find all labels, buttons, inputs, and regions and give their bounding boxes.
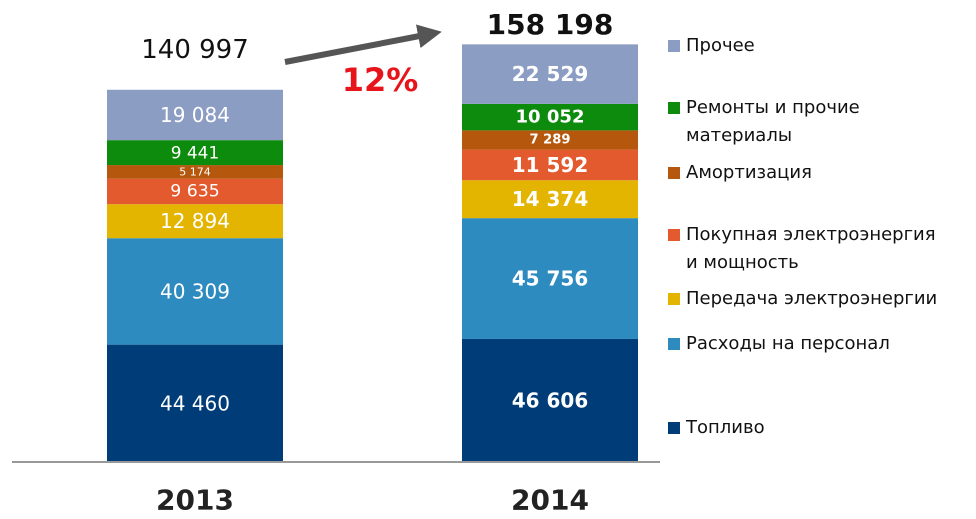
data-label: 46 606 [512, 388, 589, 412]
data-label: 9 441 [171, 143, 220, 163]
legend-item: Прочее [668, 32, 958, 60]
legend-item: Амортизация [668, 159, 958, 187]
legend-swatch [668, 102, 680, 114]
legend-label: Топливо [686, 417, 765, 438]
bar-segment [462, 44, 638, 104]
legend-label: Прочее [686, 35, 755, 56]
legend-item: Покупная электроэнергия и мощность [668, 221, 958, 277]
bar-segment [107, 165, 283, 179]
x-tick-label: 2014 [511, 484, 589, 517]
data-label: 7 289 [530, 132, 571, 147]
bar-segment [462, 338, 638, 462]
data-label: 22 529 [512, 62, 589, 86]
legend-label: Амортизация [686, 162, 812, 183]
legend-item: Топливо [668, 414, 958, 442]
legend-item: Ремонты и прочие материалы [668, 94, 958, 150]
bar-segment [107, 178, 283, 205]
legend-swatch [668, 293, 680, 305]
bar-segment [107, 238, 283, 345]
legend-swatch [668, 422, 680, 434]
data-label: 9 635 [170, 181, 219, 201]
legend-swatch [668, 40, 680, 52]
x-tick-label: 2013 [156, 484, 234, 517]
legend-label: Передача электроэнергии [686, 288, 938, 309]
data-label: 45 756 [512, 267, 589, 291]
growth-arrow [284, 24, 442, 65]
bar-segment [462, 103, 638, 131]
bar-segment [462, 218, 638, 339]
data-label: 12 894 [160, 209, 230, 233]
data-label: 10 052 [515, 107, 584, 128]
data-label: 14 374 [512, 187, 589, 211]
bar-segment [462, 149, 638, 181]
legend-label: Расходы на персонал [686, 333, 890, 354]
total-label: 158 198 [487, 8, 614, 41]
growth-annotation: 12% [342, 61, 419, 99]
legend-item: Передача электроэнергии [668, 285, 958, 313]
bar-segment [462, 130, 638, 150]
total-label: 140 997 [141, 35, 249, 65]
data-label: 19 084 [160, 103, 230, 127]
bar-segment [107, 140, 283, 166]
legend-swatch [668, 229, 680, 241]
bar-segment [107, 89, 283, 141]
legend-item: Расходы на персонал [668, 330, 958, 358]
legend-swatch [668, 338, 680, 350]
data-label: 11 592 [512, 153, 589, 177]
bar-segment [107, 204, 283, 239]
bar-segment [107, 344, 283, 462]
legend-label: Ремонты и прочие материалы [686, 97, 860, 146]
bar-segment [462, 180, 638, 219]
data-label: 5 174 [179, 165, 211, 178]
data-label: 44 460 [160, 391, 230, 415]
legend-swatch [668, 167, 680, 179]
legend-label: Покупная электроэнергия и мощность [686, 224, 936, 273]
data-label: 40 309 [160, 279, 230, 303]
